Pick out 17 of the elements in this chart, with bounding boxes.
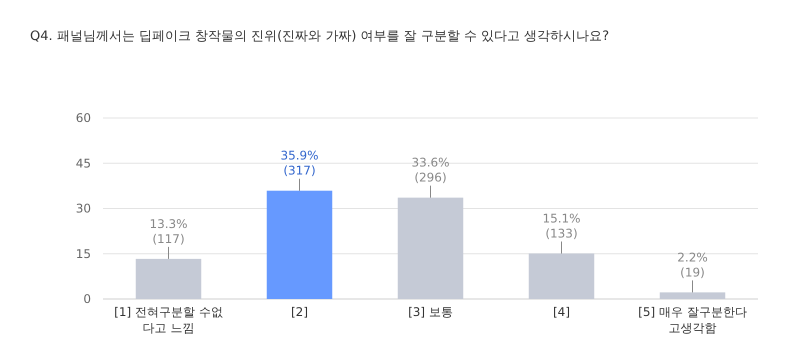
y-tick-label: 60 bbox=[76, 111, 91, 126]
data-label: 33.6% (296) bbox=[411, 156, 450, 185]
y-tick-label: 15 bbox=[76, 246, 91, 261]
x-tick-label: [1] 전혀구분할 수없다고 느낌 bbox=[114, 305, 223, 335]
x-tick-label: [5] 매우 잘구분한다고생각함 bbox=[638, 305, 747, 335]
y-tick-label: 0 bbox=[83, 292, 91, 306]
data-label: 2.2% (19) bbox=[677, 250, 708, 280]
x-tick-label: [4] bbox=[553, 305, 570, 319]
y-tick-label: 45 bbox=[76, 156, 91, 170]
chart-title: Q4. 패널님께서는 딥페이크 창작물의 진위(진짜와 가짜) 여부를 잘 구분할 수 있다고 생각하시나요? bbox=[30, 29, 610, 44]
data-label: 13.3% (117) bbox=[149, 216, 188, 246]
data-label: 15.1% (133) bbox=[542, 211, 581, 240]
x-tick-label: [2] bbox=[291, 305, 308, 319]
data-label: 35.9% (317) bbox=[280, 148, 319, 178]
x-tick-label: [3] 보통 bbox=[408, 305, 453, 319]
bar bbox=[266, 190, 332, 299]
y-tick-label: 30 bbox=[76, 202, 91, 216]
